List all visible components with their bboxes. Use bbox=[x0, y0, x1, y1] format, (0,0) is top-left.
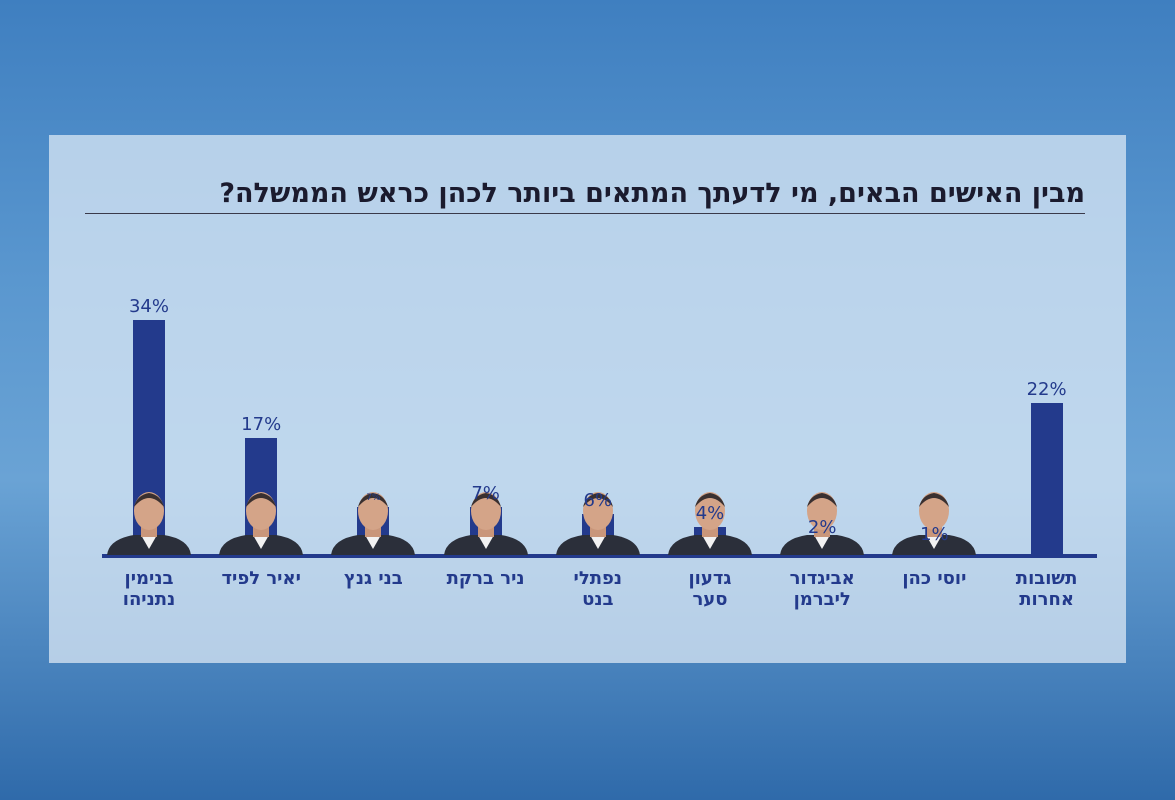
value-label: 2% bbox=[807, 517, 837, 539]
value-label: 34% bbox=[128, 296, 169, 317]
panel bbox=[49, 135, 1126, 663]
category-label: גדעון סער bbox=[688, 568, 732, 610]
portrait bbox=[884, 485, 984, 559]
portrait bbox=[660, 485, 760, 559]
baseline bbox=[102, 554, 1097, 558]
category-label: יאיר לפיד bbox=[221, 568, 301, 589]
value-label: 1% bbox=[920, 524, 949, 546]
value-label: 22% bbox=[1026, 378, 1067, 400]
chart-title: מבין האישים הבאים, מי לדעתך המתאים ביותר… bbox=[85, 178, 1085, 214]
category-label: בני גנץ bbox=[343, 568, 403, 589]
bar bbox=[1030, 402, 1063, 555]
value-label: 7% bbox=[471, 482, 500, 504]
category-label: בנימין נתניהו bbox=[122, 568, 176, 610]
portrait bbox=[211, 485, 311, 559]
category-label: תשובות אחרות bbox=[1015, 568, 1078, 610]
portrait bbox=[772, 485, 872, 559]
value-label: 6% bbox=[583, 489, 613, 511]
value-label: 17% bbox=[241, 413, 282, 435]
portrait bbox=[323, 485, 423, 559]
value-label: 4% bbox=[695, 503, 725, 525]
category-label: יוסי כהן bbox=[902, 568, 967, 589]
value-label: 7% bbox=[366, 492, 381, 503]
category-label: אביגדור ליברמן bbox=[789, 568, 855, 610]
category-label: נפתלי בנט bbox=[573, 568, 623, 610]
portrait bbox=[99, 485, 199, 559]
portrait bbox=[548, 485, 648, 559]
category-label: ניר ברקת bbox=[446, 568, 525, 589]
portrait bbox=[436, 485, 536, 559]
